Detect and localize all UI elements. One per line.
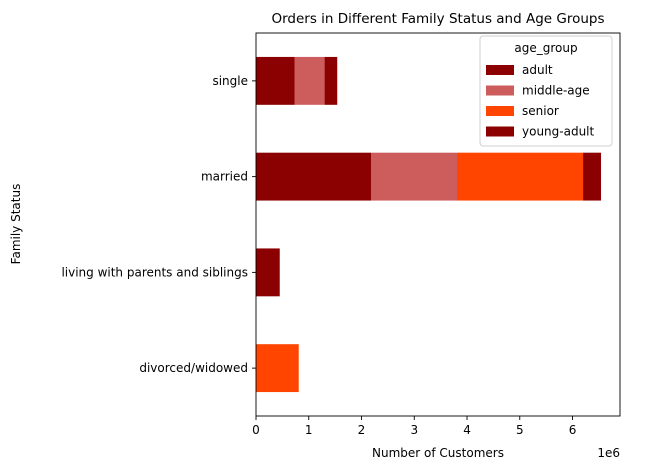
bar-senior-divorced-widowed [256,344,299,393]
legend-label-middle-age: middle-age [522,84,590,98]
legend-title: age_group [514,41,577,55]
bar-young-adult-married [583,152,602,201]
plot-frame [255,32,621,417]
x-axis-label: Number of Customers [372,446,504,460]
legend-label-adult: adult [522,63,553,77]
legend-swatch-middle-age [486,85,514,96]
bar-adult-single [256,56,295,105]
legend: age_group adult middle-age senior young-adu… [479,35,613,147]
legend-swatch-senior [486,106,514,116]
bar-middle-age-single [294,56,325,105]
y-tick-label: living with parents and siblings [61,265,248,279]
legend-label-young-adult: young-adult [522,125,595,139]
y-axis-label: Family Status [9,184,23,265]
y-tick-label: divorced/widowed [139,361,248,375]
x-tick-label: 1 [305,423,313,437]
chart-title: Orders in Different Family Status and Ag… [271,11,604,27]
legend-swatch-young-adult [486,126,514,137]
legend-swatch-adult [486,65,514,75]
x-tick-label: 0 [252,423,260,437]
y-tick-label: married [201,170,248,184]
x-tick-label: 4 [463,423,471,437]
bar-young-adult-single [324,56,338,105]
x-tick-label: 6 [569,423,577,437]
legend-box [479,35,613,147]
x-offset-text: 1e6 [597,446,620,460]
bars-layer [256,56,602,393]
x-tick-label: 2 [358,423,366,437]
x-tick-label: 5 [516,423,524,437]
bar-adult-married [256,152,372,201]
bar-middle-age-married [371,152,457,201]
x-tick-label: 3 [410,423,418,437]
legend-label-senior: senior [522,104,559,118]
bar-adult-living-with-parents-and-siblings [256,248,280,297]
y-axis: divorced/widowed living with parents and … [61,74,256,375]
x-axis: 0 1 2 3 4 5 6 [252,416,576,437]
bar-senior-married [456,152,584,201]
y-tick-label: single [212,74,248,88]
